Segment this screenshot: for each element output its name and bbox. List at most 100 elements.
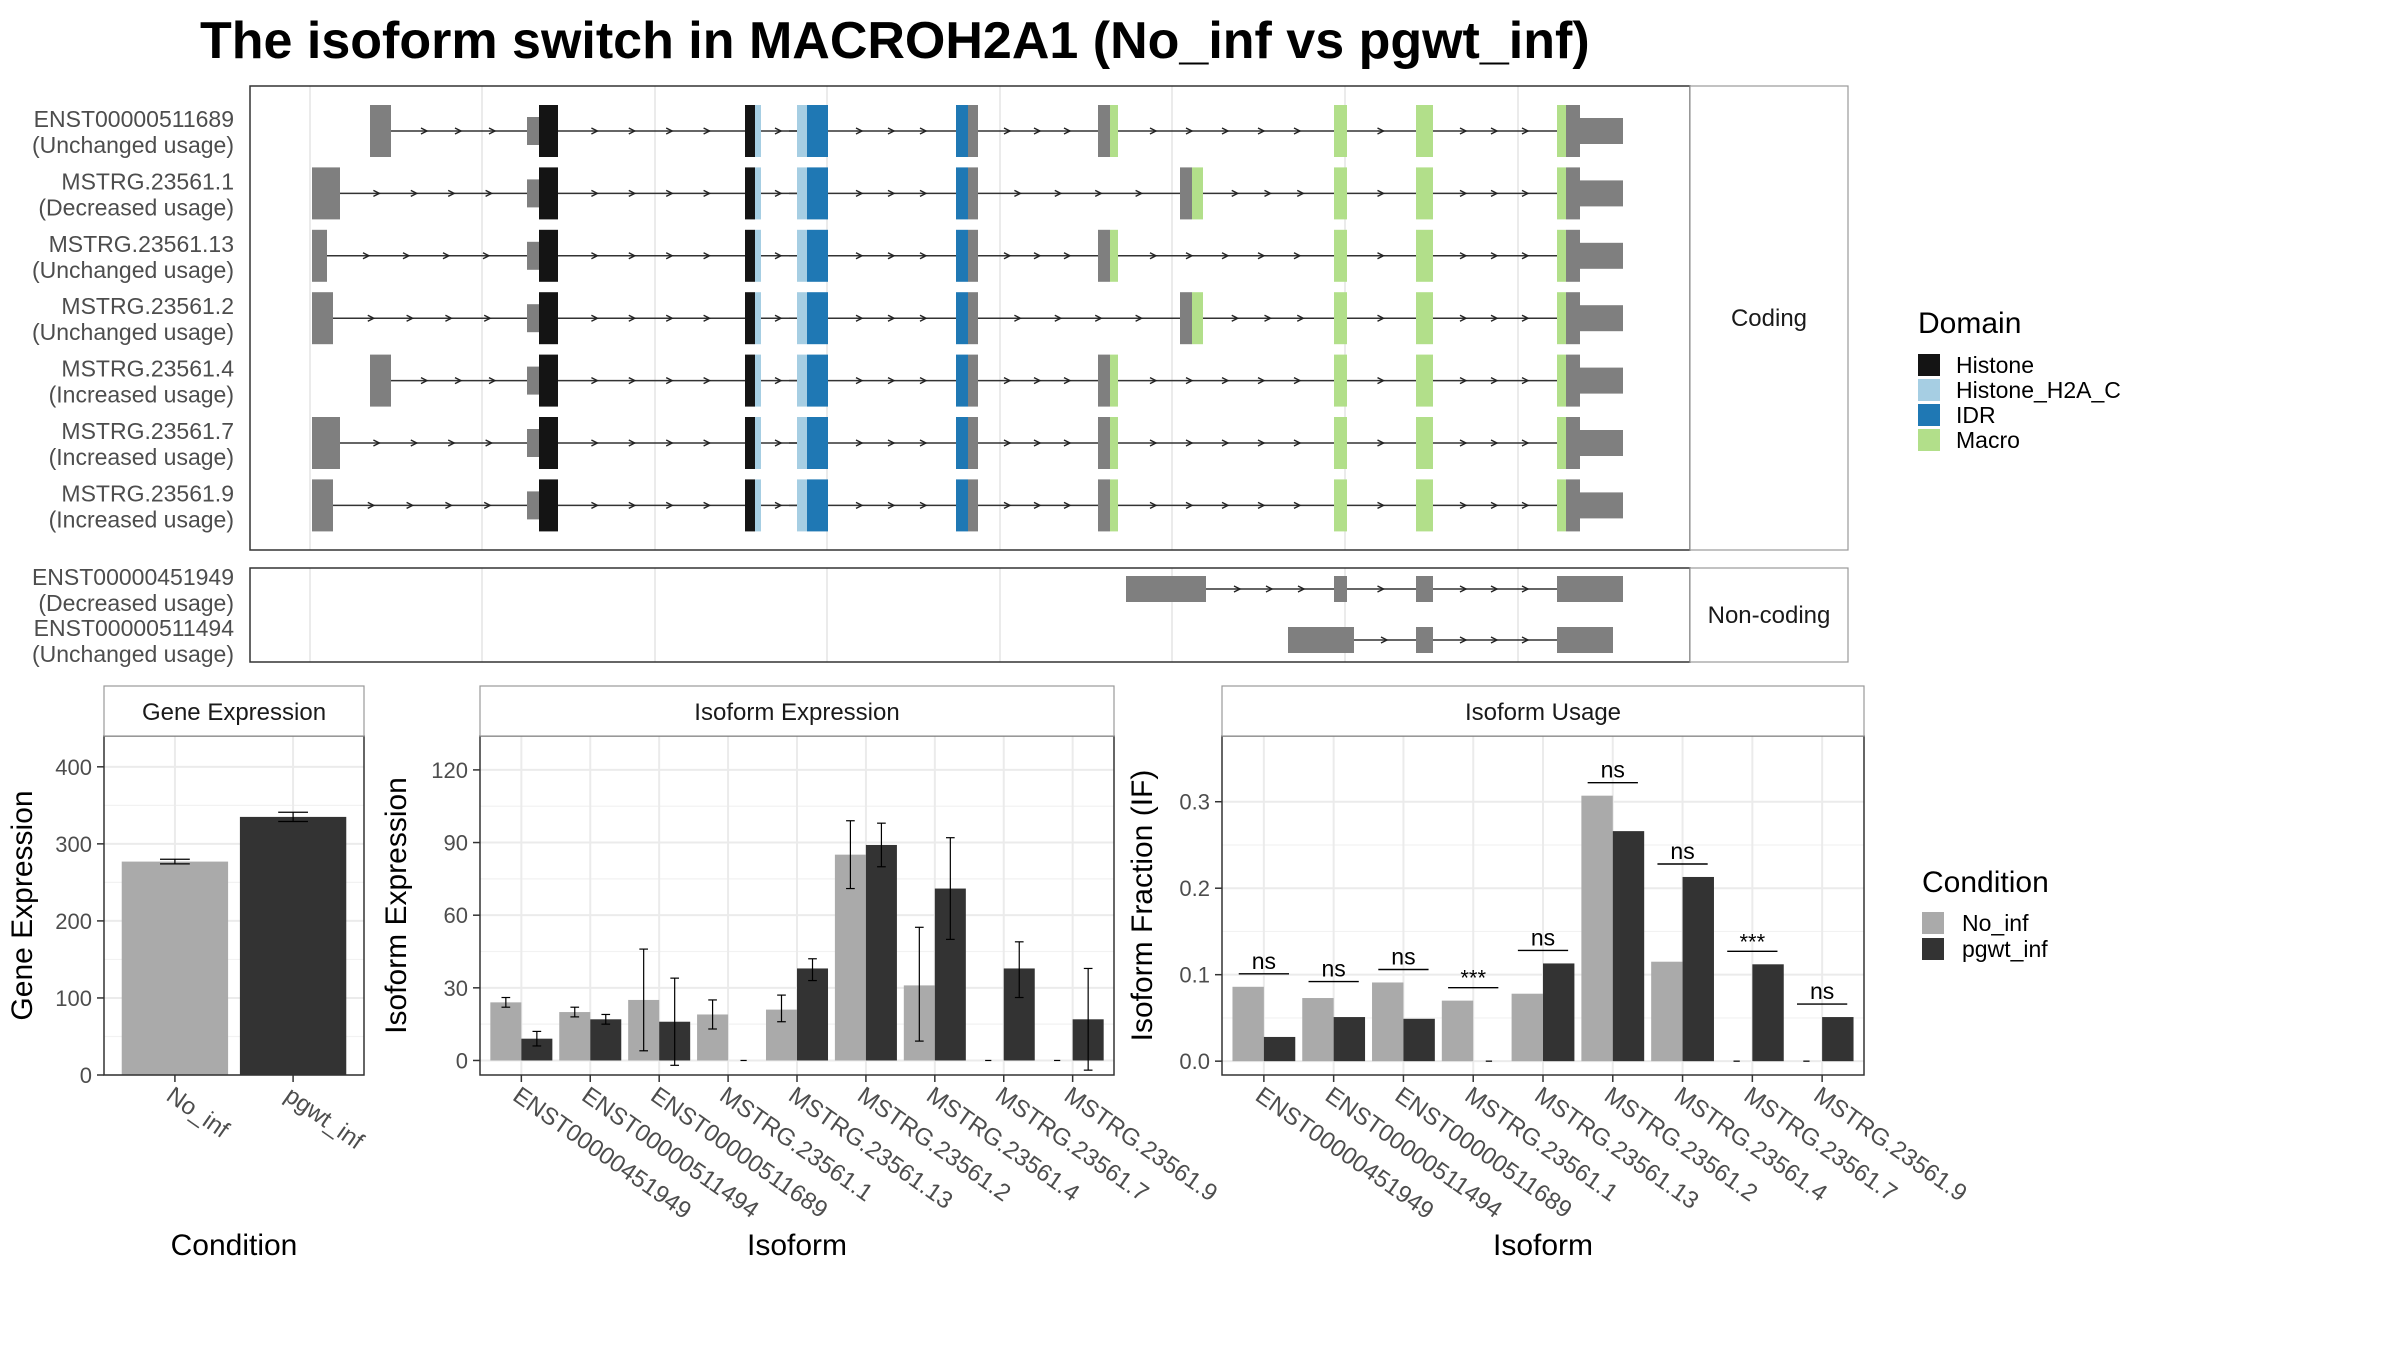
exon [1580, 492, 1623, 519]
exon [1580, 242, 1623, 269]
bar [1232, 986, 1264, 1062]
exon [807, 292, 828, 345]
intron-arrow [1033, 376, 1042, 385]
intron-arrow [1054, 314, 1063, 322]
intron-arrow [1521, 127, 1530, 135]
exon [956, 292, 968, 345]
bar [1612, 831, 1645, 1062]
significance-label: ns [1810, 978, 1834, 1004]
exon [1110, 105, 1118, 157]
transcript-usage: (Unchanged usage) [32, 257, 234, 283]
intron-arrow [628, 189, 637, 198]
exon [1566, 167, 1580, 220]
exon [370, 354, 391, 407]
gene-expression-chart: Gene Expression 0 100 200 300 400 No_inf pgwt_i… [6, 685, 369, 1262]
exon [1566, 229, 1580, 282]
exon [956, 417, 968, 469]
intron-arrow [1490, 439, 1499, 447]
transcript-usage: (Increased usage) [49, 382, 234, 408]
exon [745, 292, 755, 345]
intron-arrow [367, 501, 376, 510]
intron-arrow [1293, 501, 1302, 510]
exon [1416, 354, 1433, 407]
x-tick-label: pgwt_inf [280, 1082, 369, 1156]
significance-label: ns [1670, 838, 1694, 864]
exon [1334, 417, 1347, 469]
exon [1557, 627, 1613, 653]
exon [1334, 167, 1347, 220]
intron-arrow [1377, 189, 1386, 198]
intron-arrow [445, 501, 453, 510]
exon [1580, 118, 1623, 144]
condition-legend-title: Condition [1922, 866, 2049, 899]
exon [312, 479, 333, 532]
intron-arrow [1490, 314, 1499, 322]
intron-arrow [485, 189, 494, 198]
intron-arrow [1521, 252, 1530, 260]
exon [1416, 229, 1433, 282]
legend-key-macro [1918, 429, 1940, 451]
intron-arrow [1265, 585, 1274, 593]
intron-arrow [454, 376, 463, 385]
y-tick-label: 300 [55, 832, 92, 857]
exon [1180, 167, 1192, 220]
exon [312, 417, 340, 469]
x-axis-title: Condition [171, 1229, 298, 1262]
intron-arrow [887, 501, 896, 510]
facet-strip [479, 685, 1115, 737]
intron-arrow [591, 189, 599, 198]
exon [1566, 292, 1580, 345]
intron-arrow [1293, 376, 1302, 385]
intron-arrow [1459, 376, 1468, 385]
intron-arrow [665, 439, 674, 447]
exon [755, 229, 761, 282]
intron-arrow [774, 127, 783, 135]
intron-arrow [1296, 189, 1305, 198]
exon [1110, 229, 1118, 282]
intron-arrow [703, 376, 712, 385]
intron-arrow [1014, 314, 1022, 322]
exon [527, 179, 539, 208]
intron-arrow [591, 439, 599, 447]
exon [527, 366, 539, 395]
intron-arrow [1521, 636, 1530, 644]
intron-arrow [887, 252, 896, 260]
intron-arrow [919, 501, 928, 510]
exon [755, 167, 761, 220]
exon [1416, 576, 1433, 602]
noncoding-strip-label: Non-coding [1708, 602, 1831, 629]
intron-arrow [373, 439, 381, 447]
legend-key-histone [1918, 354, 1940, 376]
intron-arrow [1221, 439, 1230, 447]
intron-arrow [1185, 501, 1194, 510]
exon [1098, 354, 1110, 407]
bar [1403, 1018, 1435, 1062]
bar [1651, 961, 1683, 1062]
significance-label: ns [1322, 956, 1346, 982]
intron-arrow [919, 314, 928, 322]
intron-arrow [1185, 376, 1194, 385]
exon [755, 292, 761, 345]
intron-arrow [855, 376, 864, 385]
exon [1580, 367, 1623, 394]
intron-arrow [591, 127, 599, 135]
exon [956, 167, 968, 220]
intron-arrow [665, 501, 674, 510]
intron-arrow [665, 127, 674, 135]
transcript-usage: (Unchanged usage) [32, 319, 234, 345]
intron-arrow [665, 376, 674, 385]
exon [1557, 354, 1566, 407]
y-tick-label: 0 [456, 1048, 468, 1073]
intron-arrow [774, 501, 783, 510]
y-tick-label: 0.1 [1179, 963, 1210, 988]
intron-arrow [402, 252, 411, 260]
intron-arrow [1264, 189, 1273, 198]
intron-arrow [1459, 439, 1468, 447]
intron-arrow [488, 376, 497, 385]
exon [1110, 479, 1118, 532]
bar [521, 1038, 553, 1061]
intron-arrow [420, 376, 429, 385]
exon [968, 354, 978, 407]
intron-arrow [1521, 189, 1530, 198]
